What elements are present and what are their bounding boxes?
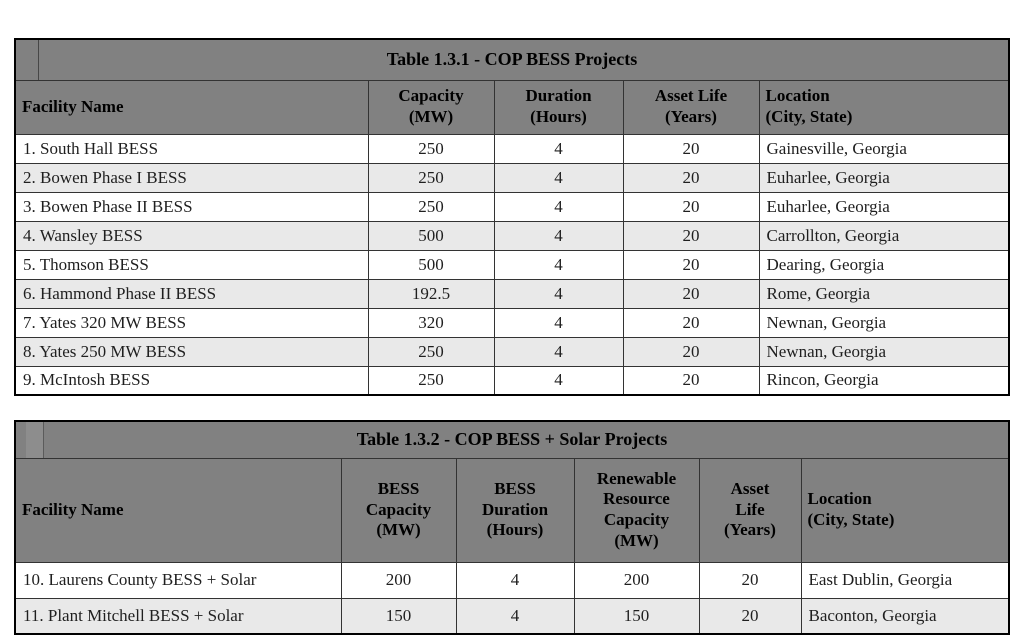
renewable-resource-capacity-mw-cell: 150	[573, 597, 700, 635]
column-header-facility-name: Facility Name	[14, 457, 342, 563]
location-cell: Euharlee, Georgia	[758, 162, 1010, 193]
column-header-facility-name: Facility Name	[14, 79, 369, 135]
bess-capacity-mw-cell: 150	[340, 597, 457, 635]
table-row: 9. McIntosh BESS 250 4 20 Rincon, Georgia	[14, 365, 1010, 396]
column-header-bess-duration-hours: BESS Duration (Hours)	[455, 457, 575, 563]
column-header-asset-life-years: Asset Life (Years)	[622, 79, 760, 135]
table-header-row: Facility Name BESS Capacity (MW) BESS Dura…	[14, 457, 1010, 563]
duration-hours-cell: 4	[493, 191, 624, 222]
table-row: 4. Wansley BESS 500 4 20 Carrollton, Georgia	[14, 220, 1010, 251]
facility-name-cell: 10. Laurens County BESS + Solar	[14, 561, 342, 599]
column-header-location: Location (City, State)	[758, 79, 1010, 135]
capacity-mw-cell: 250	[367, 162, 495, 193]
capacity-mw-cell: 192.5	[367, 278, 495, 309]
table-row: 6. Hammond Phase II BESS 192.5 4 20 Rome, Ge…	[14, 278, 1010, 309]
table-row: 2. Bowen Phase I BESS 250 4 20 Euharlee, Geo…	[14, 162, 1010, 193]
asset-life-years-cell: 20	[622, 278, 760, 309]
facility-name-cell: 5. Thomson BESS	[14, 249, 369, 280]
asset-life-years-cell: 20	[622, 191, 760, 222]
asset-life-years-cell: 20	[698, 561, 802, 599]
table-row: 5. Thomson BESS 500 4 20 Dearing, Georgia	[14, 249, 1010, 280]
facility-name-cell: 3. Bowen Phase II BESS	[14, 191, 369, 222]
location-cell: Newnan, Georgia	[758, 307, 1010, 338]
capacity-mw-cell: 500	[367, 249, 495, 280]
asset-life-years-cell: 20	[698, 597, 802, 635]
cop-bess-solar-projects-table: Table 1.3.2 - COP BESS + Solar Projects F…	[14, 420, 1011, 635]
location-cell: Carrollton, Georgia	[758, 220, 1010, 251]
location-cell: Rincon, Georgia	[758, 365, 1010, 396]
table-row: 7. Yates 320 MW BESS 320 4 20 Newnan, Georgi…	[14, 307, 1010, 338]
table-row: 1. South Hall BESS 250 4 20 Gainesville, Geo…	[14, 133, 1010, 164]
table-row: 8. Yates 250 MW BESS 250 4 20 Newnan, Georgi…	[14, 336, 1010, 367]
facility-name-cell: 7. Yates 320 MW BESS	[14, 307, 369, 338]
asset-life-years-cell: 20	[622, 249, 760, 280]
duration-hours-cell: 4	[493, 336, 624, 367]
duration-hours-cell: 4	[493, 133, 624, 164]
duration-hours-cell: 4	[493, 278, 624, 309]
table-row: 10. Laurens County BESS + Solar 200 4 200 20…	[14, 561, 1010, 599]
bess-duration-hours-cell: 4	[455, 597, 575, 635]
capacity-mw-cell: 250	[367, 336, 495, 367]
table-header-row: Facility Name Capacity (MW) Duration (Hour…	[14, 79, 1010, 135]
table-row: 3. Bowen Phase II BESS 250 4 20 Euharlee, Ge…	[14, 191, 1010, 222]
cop-bess-projects-table: Table 1.3.1 - COP BESS Projects Facility …	[14, 38, 1011, 396]
table-row: 11. Plant Mitchell BESS + Solar 150 4 150 20…	[14, 597, 1010, 635]
asset-life-years-cell: 20	[622, 365, 760, 396]
duration-hours-cell: 4	[493, 365, 624, 396]
column-header-asset-life-years: Asset Life (Years)	[698, 457, 802, 563]
table-title-row: Table 1.3.2 - COP BESS + Solar Projects	[14, 420, 1010, 459]
duration-hours-cell: 4	[493, 307, 624, 338]
table-title-row: Table 1.3.1 - COP BESS Projects	[14, 38, 1010, 81]
column-header-bess-capacity-mw: BESS Capacity (MW)	[340, 457, 457, 563]
capacity-mw-cell: 250	[367, 191, 495, 222]
facility-name-cell: 1. South Hall BESS	[14, 133, 369, 164]
location-cell: Baconton, Georgia	[800, 597, 1010, 635]
facility-name-cell: 4. Wansley BESS	[14, 220, 369, 251]
column-header-renewable-resource-capacity-mw: Renewable Resource Capacity (MW)	[573, 457, 700, 563]
facility-name-cell: 6. Hammond Phase II BESS	[14, 278, 369, 309]
duration-hours-cell: 4	[493, 249, 624, 280]
facility-name-cell: 9. McIntosh BESS	[14, 365, 369, 396]
asset-life-years-cell: 20	[622, 162, 760, 193]
location-cell: Dearing, Georgia	[758, 249, 1010, 280]
table-title: Table 1.3.2 - COP BESS + Solar Projects	[14, 420, 1010, 459]
column-header-location: Location (City, State)	[800, 457, 1010, 563]
bess-capacity-mw-cell: 200	[340, 561, 457, 599]
capacity-mw-cell: 250	[367, 365, 495, 396]
capacity-mw-cell: 250	[367, 133, 495, 164]
facility-name-cell: 11. Plant Mitchell BESS + Solar	[14, 597, 342, 635]
location-cell: Gainesville, Georgia	[758, 133, 1010, 164]
location-cell: Rome, Georgia	[758, 278, 1010, 309]
renewable-resource-capacity-mw-cell: 200	[573, 561, 700, 599]
asset-life-years-cell: 20	[622, 220, 760, 251]
asset-life-years-cell: 20	[622, 307, 760, 338]
duration-hours-cell: 4	[493, 220, 624, 251]
location-cell: Newnan, Georgia	[758, 336, 1010, 367]
column-header-duration-hours: Duration (Hours)	[493, 79, 624, 135]
table-title: Table 1.3.1 - COP BESS Projects	[14, 38, 1010, 81]
asset-life-years-cell: 20	[622, 133, 760, 164]
capacity-mw-cell: 320	[367, 307, 495, 338]
capacity-mw-cell: 500	[367, 220, 495, 251]
duration-hours-cell: 4	[493, 162, 624, 193]
facility-name-cell: 8. Yates 250 MW BESS	[14, 336, 369, 367]
location-cell: East Dublin, Georgia	[800, 561, 1010, 599]
asset-life-years-cell: 20	[622, 336, 760, 367]
column-header-capacity-mw: Capacity (MW)	[367, 79, 495, 135]
facility-name-cell: 2. Bowen Phase I BESS	[14, 162, 369, 193]
bess-duration-hours-cell: 4	[455, 561, 575, 599]
location-cell: Euharlee, Georgia	[758, 191, 1010, 222]
